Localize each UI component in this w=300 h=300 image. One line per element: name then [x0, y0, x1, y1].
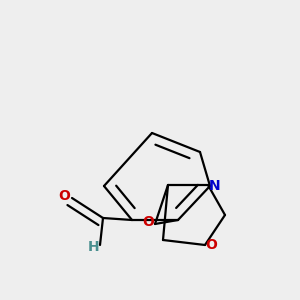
Text: O: O [58, 189, 70, 202]
Text: O: O [142, 215, 154, 230]
Text: O: O [206, 238, 218, 252]
Text: H: H [88, 240, 99, 254]
Text: N: N [209, 179, 220, 193]
